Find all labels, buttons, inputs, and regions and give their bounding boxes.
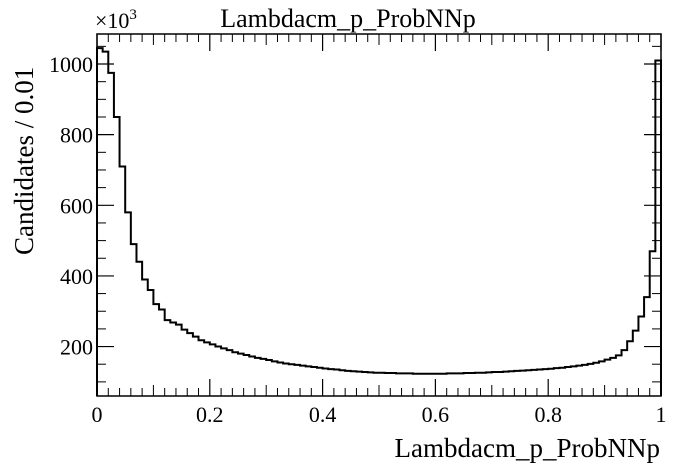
x-tick-label: 0.6 [422, 402, 450, 427]
x-tick-label: 0.8 [534, 402, 562, 427]
y-axis-multiplier: ×103 [95, 7, 137, 33]
x-tick-label: 0 [92, 402, 103, 427]
plot-area: 0 0.2 0.4 0.6 0.8 1 200 400 600 800 1000 [49, 33, 667, 427]
y-tick-label: 200 [60, 335, 93, 360]
x-tick-label: 0.2 [196, 402, 224, 427]
chart-title: Lambdacm_p_ProbNNp [220, 4, 476, 33]
y-tick-label: 1000 [49, 52, 93, 77]
y-tick-label: 800 [60, 123, 93, 148]
plot-frame [96, 33, 662, 397]
histogram-series [96, 47, 662, 396]
x-tick-label: 1 [656, 402, 667, 427]
x-axis-title: Lambdacm_p_ProbNNp [395, 433, 660, 463]
x-tick-label: 0.4 [309, 402, 337, 427]
y-tick-label: 600 [60, 193, 93, 218]
y-axis-title: Candidates / 0.01 [9, 67, 39, 255]
y-tick-label: 400 [60, 264, 93, 289]
